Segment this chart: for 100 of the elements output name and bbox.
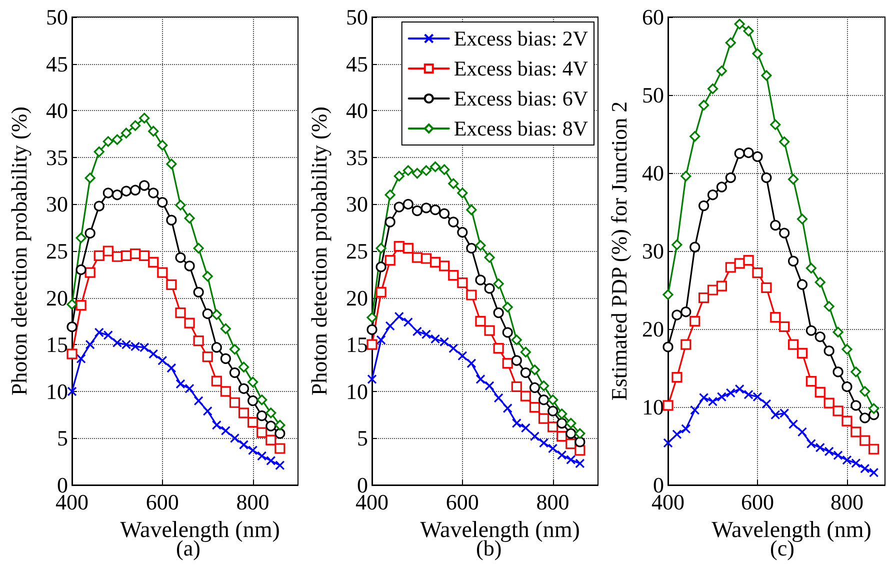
- point: [538, 394, 550, 406]
- point: [814, 386, 826, 398]
- point: [412, 168, 422, 179]
- point: [412, 326, 422, 336]
- point: [806, 438, 816, 448]
- point: [734, 148, 745, 159]
- point: [796, 348, 808, 358]
- point: [690, 242, 700, 252]
- point: [66, 322, 78, 332]
- point: [184, 318, 195, 328]
- point: [439, 260, 450, 272]
- point: [457, 188, 468, 198]
- point: [366, 339, 378, 350]
- point: [493, 343, 504, 354]
- point: [238, 362, 250, 372]
- point: [529, 382, 540, 393]
- point: [743, 26, 754, 36]
- point: [102, 246, 114, 256]
- point: [512, 418, 522, 428]
- point: [842, 455, 852, 465]
- point: [780, 408, 790, 418]
- point: [548, 394, 558, 406]
- point: [815, 442, 825, 452]
- point: [680, 339, 692, 350]
- point: [502, 403, 512, 414]
- point: [529, 402, 540, 413]
- y-tick-label: 15: [46, 332, 68, 358]
- point: [850, 400, 862, 411]
- point: [707, 284, 718, 296]
- point: [520, 390, 531, 402]
- point: [761, 282, 772, 293]
- point: [860, 435, 870, 446]
- point: [466, 358, 476, 368]
- point: [762, 399, 772, 409]
- point: [430, 334, 440, 344]
- point: [120, 186, 132, 196]
- point: [421, 330, 432, 340]
- point: [238, 408, 250, 418]
- point: [502, 327, 513, 338]
- point: [158, 356, 168, 366]
- point: [475, 274, 486, 286]
- point: [493, 278, 504, 290]
- y-tick-label: 25: [346, 238, 368, 264]
- point: [672, 430, 682, 440]
- y-tick-label: 20: [346, 285, 368, 310]
- point: [662, 289, 674, 300]
- point: [202, 270, 213, 282]
- y-tick-label: 10: [346, 378, 368, 404]
- point: [403, 317, 413, 327]
- y-tick-label: 10: [46, 378, 68, 404]
- point: [266, 420, 276, 432]
- point: [256, 427, 268, 438]
- x-tick-label: 600: [146, 490, 179, 514]
- y-tick-label: 20: [642, 316, 664, 342]
- point: [84, 172, 96, 184]
- point: [248, 446, 258, 456]
- point: [67, 386, 77, 396]
- point: [538, 380, 550, 392]
- point: [538, 438, 549, 448]
- y-tick-label: 40: [642, 160, 664, 186]
- point: [698, 200, 710, 212]
- point: [448, 216, 459, 228]
- point: [148, 256, 159, 268]
- point: [194, 396, 204, 406]
- x-tick-label: 600: [446, 490, 479, 514]
- point: [752, 268, 763, 278]
- point: [860, 464, 870, 474]
- point: [175, 307, 186, 318]
- point: [112, 338, 122, 348]
- y-tick-label: 15: [346, 332, 368, 358]
- point: [220, 323, 231, 334]
- point: [275, 460, 285, 470]
- point: [202, 351, 213, 362]
- point: [484, 325, 495, 336]
- point: [574, 436, 586, 448]
- point: [832, 406, 844, 416]
- point: [860, 386, 870, 397]
- point: [850, 366, 862, 378]
- point: [266, 434, 276, 446]
- point: [166, 158, 177, 170]
- point: [806, 262, 816, 274]
- point: [842, 416, 852, 426]
- point: [157, 140, 168, 151]
- y-tick-label: 30: [46, 192, 68, 217]
- point: [850, 426, 862, 438]
- point: [698, 392, 709, 402]
- point: [402, 242, 414, 254]
- point: [743, 147, 754, 158]
- point: [440, 336, 450, 347]
- y-tick-label: 10: [642, 394, 664, 420]
- y-tick-label: 40: [46, 98, 68, 124]
- point: [175, 252, 186, 263]
- point: [752, 48, 763, 59]
- point: [725, 37, 736, 48]
- point: [726, 388, 736, 398]
- point: [94, 250, 104, 261]
- point: [556, 408, 568, 420]
- point: [814, 332, 826, 342]
- y-tick-label: 35: [46, 144, 68, 170]
- point: [384, 190, 396, 200]
